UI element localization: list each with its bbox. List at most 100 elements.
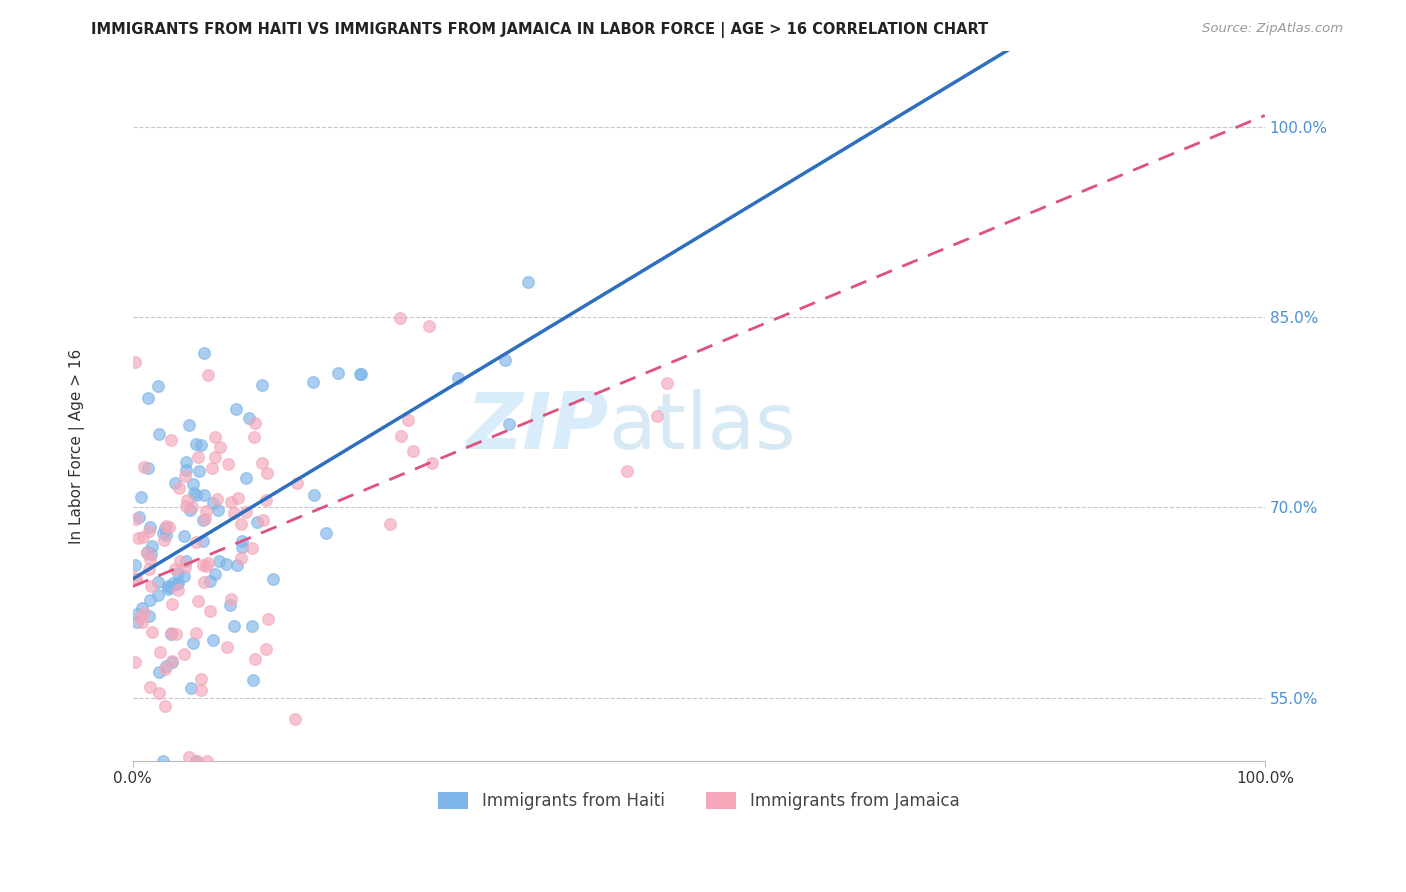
Point [262, 572, 284, 586]
Point [197, 556, 219, 570]
Point [163, 476, 186, 491]
Point [378, 517, 401, 532]
Point [190, 683, 212, 698]
Point [215, 558, 238, 572]
Point [235, 505, 257, 519]
Point [201, 460, 224, 475]
Point [350, 368, 373, 382]
Point [169, 554, 191, 568]
Text: IMMIGRANTS FROM HAITI VS IMMIGRANTS FROM JAMAICA IN LABOR FORCE | AGE > 16 CORRE: IMMIGRANTS FROM HAITI VS IMMIGRANTS FROM… [91, 22, 988, 38]
Point [149, 645, 172, 659]
Point [131, 601, 153, 615]
Point [139, 579, 162, 593]
Point [160, 655, 183, 669]
Point [231, 533, 253, 548]
Point [166, 566, 188, 580]
Point [128, 509, 150, 524]
Point [160, 597, 183, 611]
Point [129, 611, 152, 625]
Point [420, 456, 443, 470]
Point [243, 417, 266, 431]
Point [190, 438, 212, 452]
Point [645, 409, 668, 424]
Point [148, 426, 170, 441]
Point [254, 641, 277, 656]
Point [125, 607, 148, 621]
Point [167, 576, 190, 591]
Point [217, 458, 239, 472]
Point [174, 554, 197, 568]
Point [198, 604, 221, 618]
Point [141, 539, 163, 553]
Point [388, 310, 411, 325]
Point [167, 582, 190, 597]
Point [657, 376, 679, 390]
Point [326, 366, 349, 380]
Point [127, 531, 149, 545]
Point [153, 662, 176, 676]
Point [160, 433, 183, 447]
Point [139, 552, 162, 566]
Point [252, 513, 274, 527]
Point [136, 544, 159, 558]
Point [231, 541, 253, 555]
Point [198, 574, 221, 589]
Point [315, 526, 337, 541]
Point [148, 686, 170, 700]
Point [139, 593, 162, 607]
Point [207, 554, 229, 568]
Point [152, 525, 174, 540]
Point [186, 487, 208, 501]
Point [256, 467, 278, 481]
Point [190, 672, 212, 686]
Point [174, 560, 197, 574]
Point [204, 567, 226, 582]
Point [174, 499, 197, 513]
Point [131, 615, 153, 630]
Point [132, 606, 155, 620]
Point [160, 627, 183, 641]
Point [418, 319, 440, 334]
Point [138, 609, 160, 624]
Point [176, 493, 198, 508]
Point [187, 450, 209, 465]
Text: In Labor Force | Age > 16: In Labor Force | Age > 16 [69, 349, 86, 543]
Point [302, 375, 325, 389]
Point [186, 754, 208, 768]
Point [157, 520, 180, 534]
Point [257, 612, 280, 626]
Point [235, 471, 257, 485]
Point [197, 368, 219, 382]
Point [167, 482, 190, 496]
Point [494, 352, 516, 367]
Point [186, 626, 208, 640]
Point [124, 572, 146, 586]
Point [136, 461, 159, 475]
Point [153, 533, 176, 548]
Point [124, 655, 146, 669]
Point [153, 521, 176, 535]
Point [181, 635, 204, 649]
Point [250, 378, 273, 392]
Point [191, 558, 214, 573]
Point [152, 754, 174, 768]
Point [242, 430, 264, 444]
Point [215, 640, 238, 654]
Point [124, 355, 146, 369]
Point [193, 346, 215, 360]
Point [226, 558, 249, 573]
Text: atlas: atlas [609, 389, 796, 466]
Point [389, 428, 412, 442]
Legend: Immigrants from Haiti, Immigrants from Jamaica: Immigrants from Haiti, Immigrants from J… [432, 785, 966, 817]
Point [191, 533, 214, 548]
Point [141, 624, 163, 639]
Point [138, 524, 160, 538]
Point [148, 665, 170, 680]
Point [162, 576, 184, 591]
Point [124, 558, 146, 572]
Point [201, 633, 224, 648]
Point [166, 576, 188, 591]
Point [127, 615, 149, 630]
Point [139, 680, 162, 694]
Point [205, 491, 228, 506]
